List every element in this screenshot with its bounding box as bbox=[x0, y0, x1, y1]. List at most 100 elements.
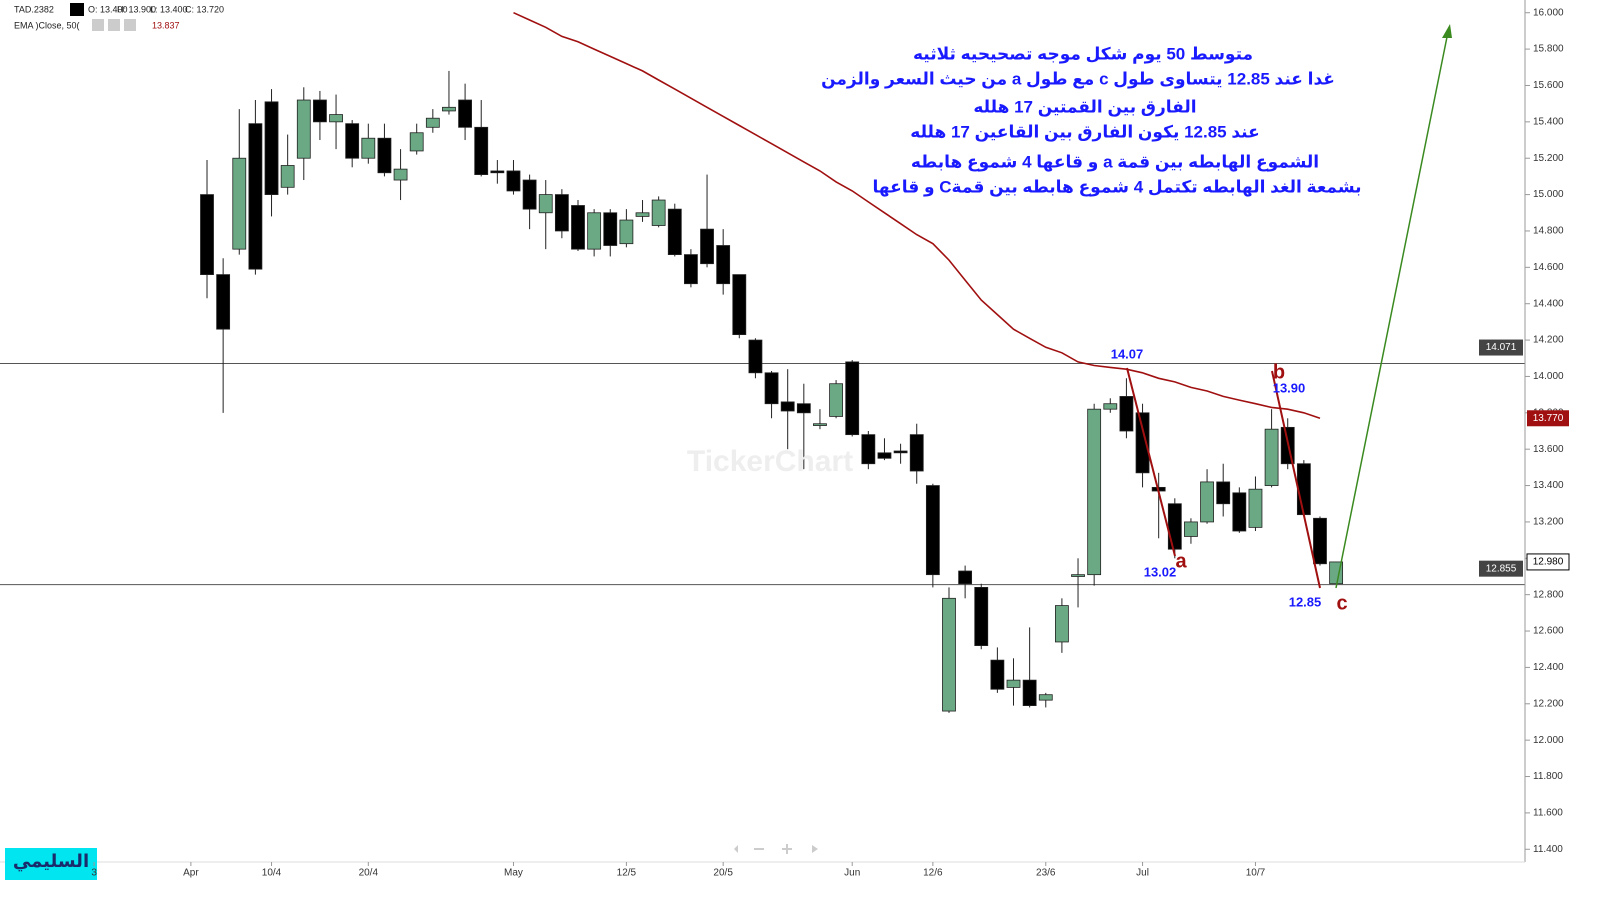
candle-body bbox=[732, 274, 747, 336]
candle-body bbox=[1264, 428, 1279, 486]
candle-body bbox=[958, 570, 973, 585]
candle-body bbox=[1022, 679, 1037, 707]
projection-arrow bbox=[1335, 31, 1449, 589]
x-tick-label: 20/5 bbox=[713, 868, 733, 879]
candle-body bbox=[200, 194, 214, 276]
candle-body bbox=[684, 254, 698, 285]
header-value: C: 13.720 bbox=[185, 4, 224, 14]
ema-marker-label: 13.770 bbox=[1533, 413, 1564, 424]
y-tick-label: 11.800 bbox=[1533, 771, 1563, 782]
y-tick-label: 15.000 bbox=[1533, 189, 1564, 200]
y-tick-label: 13.600 bbox=[1533, 444, 1564, 455]
candle-body bbox=[1038, 694, 1053, 701]
candle-body bbox=[796, 403, 811, 414]
ema-marker bbox=[1527, 410, 1569, 427]
candle-body bbox=[296, 99, 311, 159]
settings-icon[interactable] bbox=[92, 19, 104, 31]
y-tick-label: 14.400 bbox=[1533, 298, 1564, 309]
y-tick-label: 14.000 bbox=[1533, 371, 1564, 382]
candle-body bbox=[442, 106, 456, 112]
y-tick-label: 12.200 bbox=[1533, 698, 1564, 709]
candle-body bbox=[313, 99, 327, 123]
candle-body bbox=[603, 212, 618, 246]
nav-zoom-in-v[interactable] bbox=[786, 844, 788, 854]
candle-body bbox=[1216, 481, 1231, 505]
candle-body bbox=[425, 117, 440, 128]
candle-body bbox=[700, 228, 714, 265]
annotation: a bbox=[1175, 550, 1187, 572]
annotation: c bbox=[1336, 592, 1347, 614]
candle-body bbox=[667, 208, 682, 255]
candle-body bbox=[216, 274, 231, 330]
candle-body bbox=[1313, 517, 1327, 565]
note: متوسط 50 يوم شكل موجه تصحيحيه ثلاثيه bbox=[913, 44, 1253, 64]
candle-body bbox=[587, 212, 602, 250]
indicator-label: EMA )Close, 50( bbox=[14, 20, 80, 30]
candle-body bbox=[361, 137, 376, 159]
signature: السليمي bbox=[13, 851, 89, 872]
candle-body bbox=[1232, 492, 1247, 532]
candle-body bbox=[748, 339, 763, 374]
annotation: 13.90 bbox=[1273, 380, 1306, 395]
candle-body bbox=[813, 423, 827, 426]
gear-icon[interactable] bbox=[108, 19, 120, 31]
symbol-icon bbox=[70, 3, 84, 16]
annotation: b bbox=[1273, 361, 1285, 383]
y-tick-label: 12.000 bbox=[1533, 735, 1564, 746]
annotation: 13.02 bbox=[1144, 564, 1177, 579]
arrow-head bbox=[1442, 24, 1452, 38]
x-tick-label: May bbox=[504, 868, 523, 879]
candle-body bbox=[1087, 408, 1102, 576]
candle-body bbox=[1200, 481, 1214, 523]
close-icon[interactable] bbox=[124, 19, 136, 31]
candle-body bbox=[780, 401, 795, 412]
y-tick-label: 12.800 bbox=[1533, 589, 1564, 600]
y-tick-label: 15.600 bbox=[1533, 80, 1564, 91]
candle-body bbox=[942, 597, 956, 712]
y-tick-label: 14.800 bbox=[1533, 226, 1564, 237]
note: غدا عند 12.85 يتساوى طول c مع طول a من ح… bbox=[821, 69, 1335, 89]
x-tick-label: 20/4 bbox=[359, 868, 379, 879]
candle-body bbox=[1055, 605, 1069, 643]
candle-body bbox=[1119, 396, 1134, 432]
x-tick-label: 10/4 bbox=[262, 868, 282, 879]
last-price-label: 12.980 bbox=[1533, 557, 1564, 568]
nav-left[interactable] bbox=[734, 845, 738, 853]
candle-body bbox=[1006, 679, 1021, 688]
candle-body bbox=[1071, 574, 1085, 577]
y-tick-label: 11.400 bbox=[1533, 844, 1563, 855]
last-price-marker bbox=[1526, 553, 1570, 571]
nav-right[interactable] bbox=[812, 845, 818, 853]
y-tick-label: 12.400 bbox=[1533, 662, 1564, 673]
header-value: O: 13.400 bbox=[88, 4, 128, 14]
x-tick-label: 3 bbox=[91, 868, 97, 879]
y-tick-label: 16.000 bbox=[1533, 7, 1564, 18]
y-tick-label: 13.400 bbox=[1533, 480, 1564, 491]
candle-body bbox=[377, 137, 392, 174]
candle-body bbox=[764, 372, 779, 405]
candle-body bbox=[264, 101, 279, 195]
candle-body bbox=[845, 361, 860, 436]
x-tick-label: Jun bbox=[844, 868, 860, 879]
symbol: TAD.2382 bbox=[14, 4, 54, 14]
candle-body bbox=[474, 126, 489, 175]
annotation: 12.85 bbox=[1289, 594, 1322, 609]
candle-body bbox=[651, 199, 666, 226]
header-value: L: 13.400 bbox=[150, 4, 188, 14]
x-tick-label: 10/7 bbox=[1246, 868, 1266, 879]
plot-area bbox=[0, 11, 1525, 713]
candle-body bbox=[1248, 488, 1263, 528]
candle-body bbox=[554, 194, 569, 232]
annotation: 14.07 bbox=[1111, 346, 1144, 361]
candle-body bbox=[861, 434, 876, 465]
x-tick-label: 12/6 bbox=[923, 868, 943, 879]
nav-controls bbox=[710, 843, 850, 855]
candle-body bbox=[329, 114, 343, 123]
note: الشموع الهابطه بين قمة a و قاعها 4 شموع … bbox=[911, 152, 1319, 172]
signature-box bbox=[5, 848, 97, 880]
note: الفارق بين القمتين 17 هلله bbox=[973, 97, 1196, 117]
candle-body bbox=[635, 212, 650, 217]
nav-zoom-out[interactable] bbox=[754, 848, 764, 850]
candle-body bbox=[571, 205, 585, 250]
